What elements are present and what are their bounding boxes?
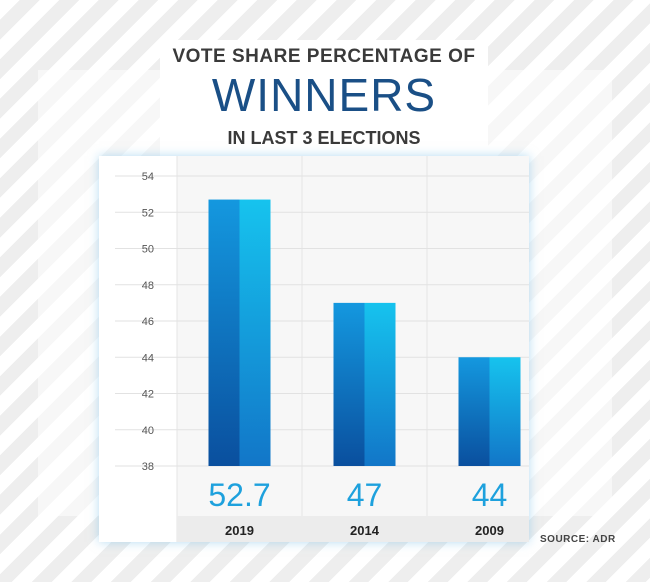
y-tick-label: 54	[142, 171, 154, 183]
source-note: SOURCE: ADR	[540, 534, 616, 545]
category-strip	[177, 516, 529, 542]
y-tick-label: 44	[142, 352, 154, 364]
value-label: 44	[472, 477, 508, 513]
bar-right-half	[239, 199, 271, 466]
title-card	[160, 40, 488, 158]
y-tick-label: 38	[142, 461, 154, 473]
x-tick-label: 2019	[225, 523, 254, 538]
x-axis-labels: 2019 2014 2009	[225, 523, 504, 538]
value-labels: 52.7 47 44	[208, 477, 507, 513]
title-main-word: WINNERS	[211, 69, 437, 121]
bar-right-half	[489, 357, 521, 466]
column-band	[427, 156, 529, 542]
y-tick-label: 42	[142, 389, 154, 401]
y-tick-label: 50	[142, 244, 154, 256]
bar-left-half	[333, 302, 365, 466]
x-tick-label: 2009	[475, 523, 504, 538]
bar-right-half	[364, 302, 396, 466]
x-tick-label: 2014	[350, 523, 380, 538]
bar-chart: 54 52 50 48 46 44 42 40 38 52.7 47 44 2019 2014 2009	[115, 156, 529, 542]
title-line-3: IN LAST 3 ELECTIONS	[227, 128, 421, 148]
bar-left-half	[208, 199, 240, 466]
value-label: 47	[347, 477, 383, 513]
y-axis-ticks: 54 52 50 48 46 44 42 40 38	[142, 171, 154, 473]
y-tick-label: 52	[142, 207, 154, 219]
y-tick-label: 40	[142, 425, 154, 437]
y-tick-label: 46	[142, 316, 154, 328]
bars	[208, 199, 521, 466]
title-line-1: VOTE SHARE PERCENTAGE OF	[172, 46, 476, 67]
gridlines	[115, 175, 529, 467]
value-label: 52.7	[208, 477, 270, 513]
bar-left-half	[458, 357, 490, 466]
y-tick-label: 48	[142, 280, 154, 292]
